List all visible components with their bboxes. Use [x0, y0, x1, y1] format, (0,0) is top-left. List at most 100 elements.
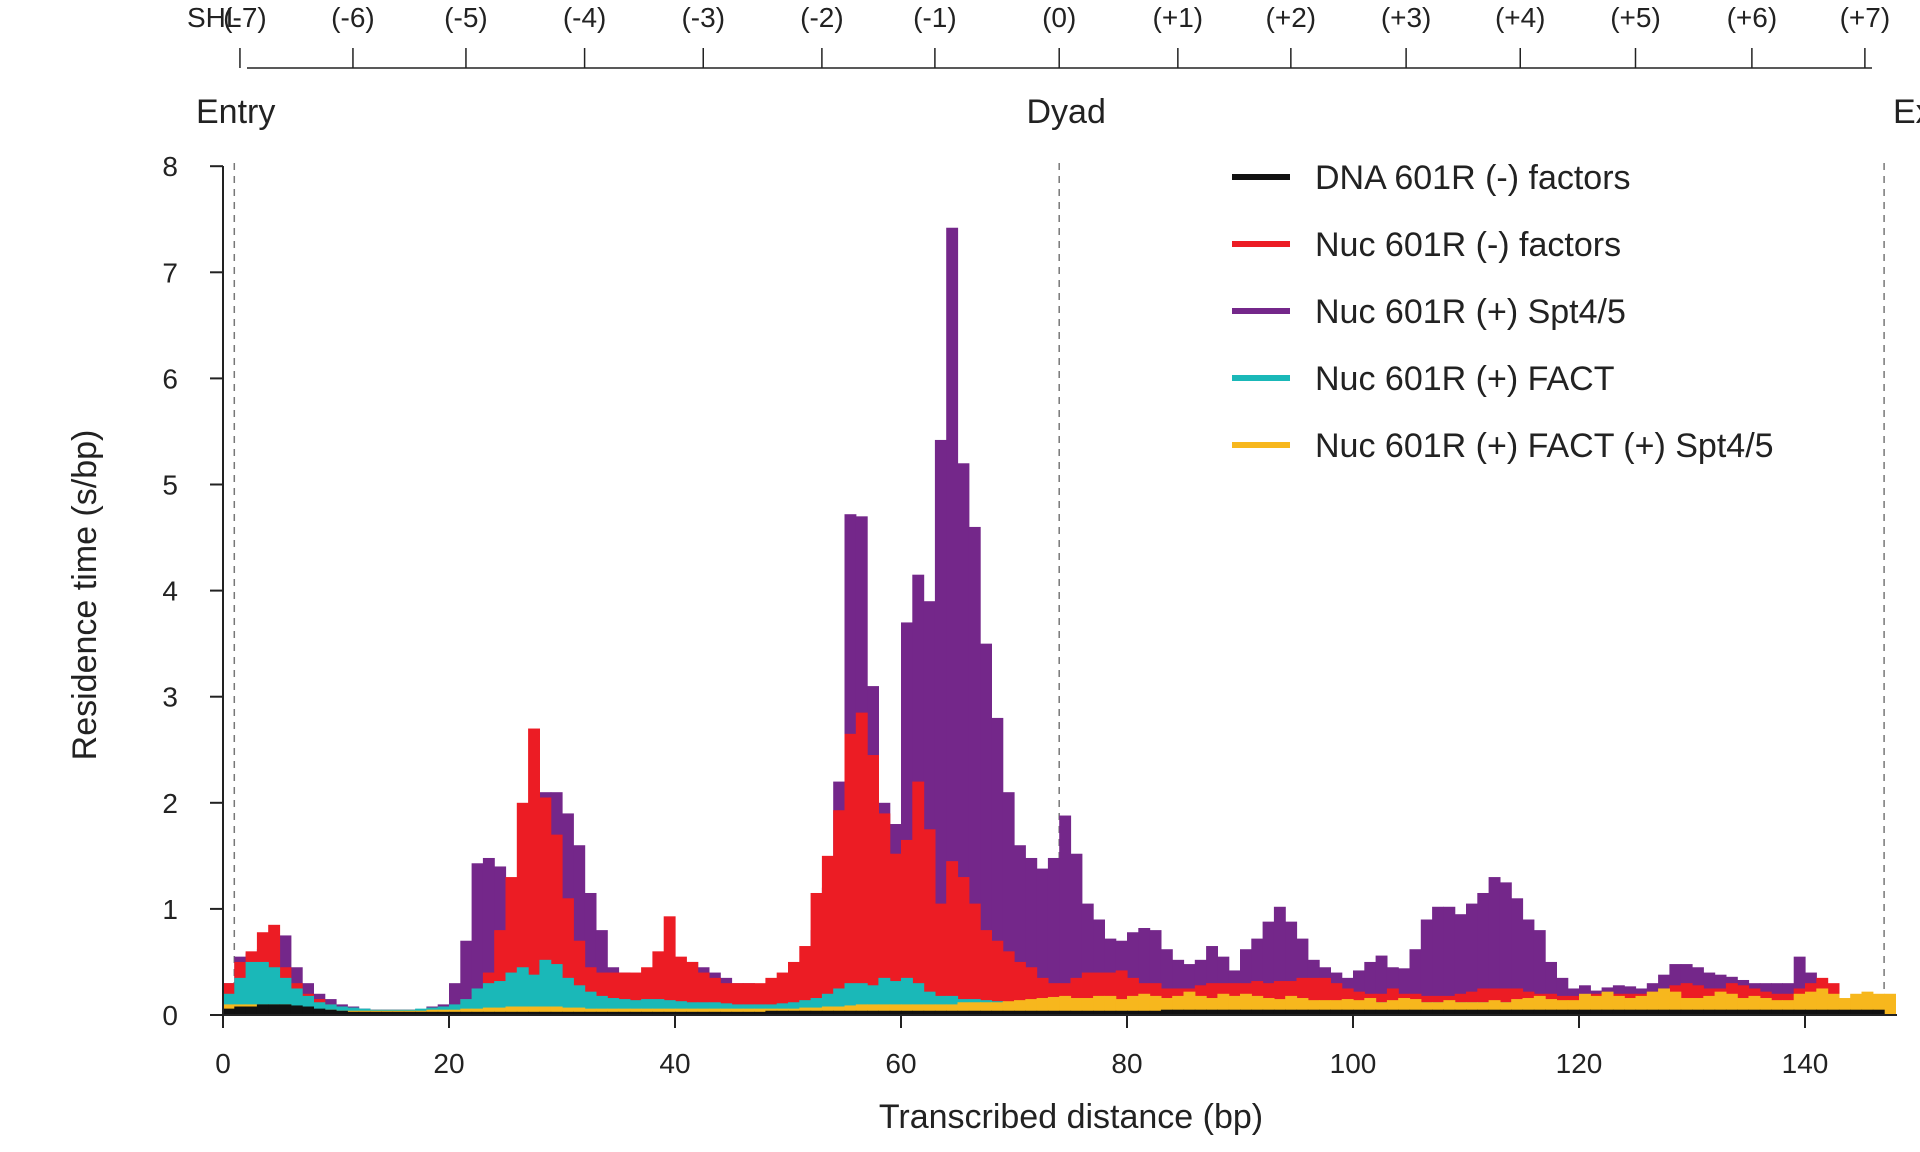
bar: [1081, 972, 1094, 1015]
bar: [1206, 1009, 1218, 1015]
bar: [1093, 1010, 1105, 1015]
bar: [1307, 1000, 1320, 1015]
bar: [1014, 1000, 1026, 1015]
bar: [1206, 946, 1218, 1015]
bar: [426, 1011, 439, 1015]
bar: [1646, 1009, 1659, 1015]
bar: [629, 972, 642, 1015]
bar: [347, 1011, 360, 1015]
bar: [1036, 1010, 1049, 1015]
bar: [584, 967, 597, 1015]
bar: [1262, 921, 1275, 1015]
bar: [1759, 1009, 1772, 1015]
bar: [1014, 1010, 1026, 1015]
bar: [844, 1010, 857, 1015]
shl-tick-label: (-6): [331, 2, 375, 33]
bar: [1307, 977, 1320, 1015]
bar: [234, 1006, 247, 1015]
bar: [1330, 1009, 1343, 1015]
bar: [1127, 995, 1139, 1015]
bar: [1183, 991, 1196, 1015]
bar: [1070, 853, 1083, 1015]
bar: [494, 930, 507, 1015]
bar: [1624, 1009, 1637, 1015]
bar: [934, 439, 947, 1015]
bar: [1590, 995, 1603, 1015]
bar: [1115, 999, 1128, 1015]
bar: [1172, 959, 1185, 1015]
bar: [1522, 919, 1535, 1015]
bar: [889, 853, 902, 1015]
x-tick-label: 80: [1111, 1048, 1142, 1079]
bar: [1002, 1001, 1015, 1015]
bar: [1782, 1000, 1795, 1015]
bar: [1466, 1009, 1478, 1015]
shl-tick-label: (-2): [800, 2, 844, 33]
bar: [1567, 1009, 1580, 1015]
bar: [1025, 999, 1038, 1015]
bar: [1273, 981, 1286, 1015]
bar: [1330, 1000, 1343, 1015]
bar: [980, 1002, 992, 1015]
bar: [1827, 1009, 1840, 1015]
bar: [1748, 995, 1761, 1015]
region-marker-label: Exit: [1893, 93, 1920, 131]
bar: [754, 1011, 766, 1015]
bar: [1443, 1000, 1456, 1015]
y-tick-label: 0: [162, 1000, 178, 1031]
bar: [1138, 927, 1151, 1015]
bar: [1409, 949, 1422, 1015]
bar: [731, 1011, 744, 1015]
bar: [1567, 1000, 1580, 1015]
shl-tick-label: (-3): [681, 2, 725, 33]
bar: [1872, 993, 1885, 1015]
bar: [482, 1011, 495, 1015]
bar: [1127, 1010, 1139, 1015]
bar: [595, 972, 608, 1015]
bar: [1533, 1009, 1546, 1015]
bar: [1409, 999, 1422, 1015]
bar: [471, 1011, 484, 1015]
bar: [584, 991, 597, 1015]
bar: [1217, 1009, 1230, 1015]
bar: [980, 1010, 992, 1015]
bar: [1160, 1009, 1173, 1015]
bar: [618, 1011, 631, 1015]
bar: [1488, 1000, 1501, 1015]
bar: [980, 643, 992, 1015]
bar: [1104, 995, 1117, 1015]
bar: [946, 861, 959, 1015]
bar: [810, 892, 823, 1015]
x-tick-label: 60: [885, 1048, 916, 1079]
bar: [573, 845, 586, 1015]
bar: [449, 1011, 461, 1015]
bar: [562, 898, 574, 1015]
bar: [1206, 998, 1218, 1015]
bar: [1850, 993, 1863, 1015]
bar: [279, 977, 292, 1015]
bar: [358, 1011, 371, 1015]
bar: [1658, 988, 1670, 1015]
bar: [460, 999, 473, 1015]
bar: [1059, 815, 1072, 1015]
bar: [256, 1004, 269, 1015]
bar: [1398, 998, 1411, 1015]
bar: [1036, 977, 1049, 1015]
bar: [1240, 993, 1252, 1015]
bar: [1466, 1002, 1478, 1015]
shl-tick-label: (+5): [1610, 2, 1661, 33]
shl-tick-label: (-1): [913, 2, 957, 33]
bar: [878, 813, 891, 1015]
bar: [1025, 967, 1038, 1015]
bar: [437, 1011, 450, 1015]
bar: [1624, 998, 1637, 1015]
region-markers: Entry Dyad Exit: [196, 93, 1920, 1015]
bar: [1612, 1009, 1625, 1015]
bar: [1658, 1009, 1670, 1015]
bar: [1364, 998, 1377, 1015]
bar: [1081, 903, 1094, 1015]
bar: [528, 728, 540, 1015]
bar: [957, 1010, 970, 1015]
bar: [1104, 972, 1117, 1015]
bar: [788, 961, 800, 1015]
